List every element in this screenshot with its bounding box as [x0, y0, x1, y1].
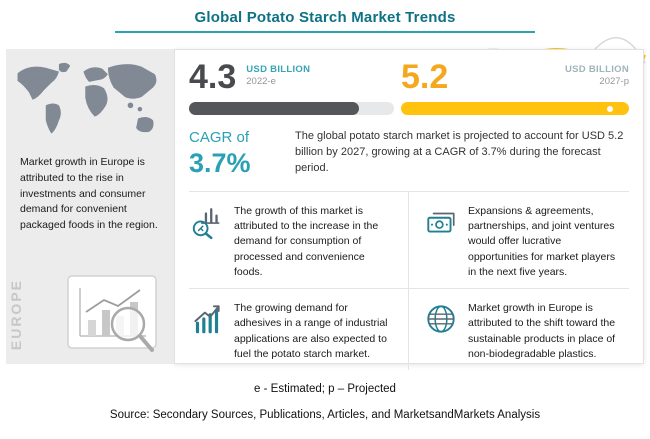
stats-row: 4.3 USD BILLION 2022-e 5.2 USD BILLION 2… [189, 60, 629, 115]
current-year-label: 2022-e [246, 76, 276, 87]
insights-grid: The growth of this market is attributed … [189, 191, 629, 370]
globe-icon [427, 305, 455, 333]
insight-text: The growing demand for adhesives in a ra… [234, 302, 388, 360]
insight-europe-sustainability: Market growth in Europe is attributed to… [409, 289, 629, 370]
stat-projected-market: 5.2 USD BILLION 2027-p [401, 60, 629, 115]
market-panel: 4.3 USD BILLION 2022-e 5.2 USD BILLION 2… [174, 49, 644, 370]
insight-expansions: Expansions & agreements, partnerships, a… [409, 192, 629, 290]
world-map-graphic [17, 62, 157, 134]
insight-processed-foods: The growth of this market is attributed … [189, 192, 409, 290]
insight-adhesives: The growing demand for adhesives in a ra… [189, 289, 409, 370]
infographic-page: Global Potato Starch Market Trends Marke [0, 9, 650, 421]
region-panel: Market growth in Europe is attributed to… [6, 49, 174, 364]
current-market-bar-fill [189, 102, 360, 115]
cagr-label: CAGR of [189, 129, 250, 146]
current-market-value: 4.3 [189, 58, 237, 96]
title-underline [115, 31, 535, 33]
market-summary: The global potato starch market is proje… [295, 130, 624, 174]
footer: e - Estimated; p – Projected Source: Sec… [0, 373, 650, 439]
region-description: Market growth in Europe is attributed to… [20, 156, 158, 231]
projected-market-value: 5.2 [401, 58, 449, 96]
source-text: Source: Secondary Sources, Publications,… [109, 409, 541, 421]
cagr-value: 3.7% [189, 148, 251, 178]
region-label: EUROPE [8, 278, 24, 350]
chart-magnifier-icon [192, 208, 220, 240]
projected-market-bar [401, 102, 629, 115]
cagr-section: CAGR of 3.7% The global potato starch ma… [189, 129, 629, 179]
growth-chart-icon [194, 305, 220, 334]
current-unit-label: USD BILLION [246, 64, 311, 75]
footnote-text: e - Estimated; p – Projected [254, 383, 396, 395]
cagr-block: CAGR of 3.7% [189, 129, 281, 179]
banknotes-icon [427, 212, 455, 233]
stat-current-market: 4.3 USD BILLION 2022-e [189, 60, 394, 115]
insight-text: The growth of this market is attributed … [234, 205, 379, 278]
main-content: Market growth in Europe is attributed to… [6, 49, 644, 370]
insight-text: Expansions & agreements, partnerships, a… [468, 205, 616, 278]
header: Global Potato Starch Market Trends [0, 9, 650, 33]
chart-magnifier-illustration [67, 275, 157, 352]
current-market-bar [189, 102, 394, 115]
page-title: Global Potato Starch Market Trends [194, 9, 456, 26]
insight-text: Market growth in Europe is attributed to… [468, 302, 616, 360]
projected-year-label: 2027-p [599, 76, 629, 87]
projected-unit-label: USD BILLION [565, 64, 629, 75]
